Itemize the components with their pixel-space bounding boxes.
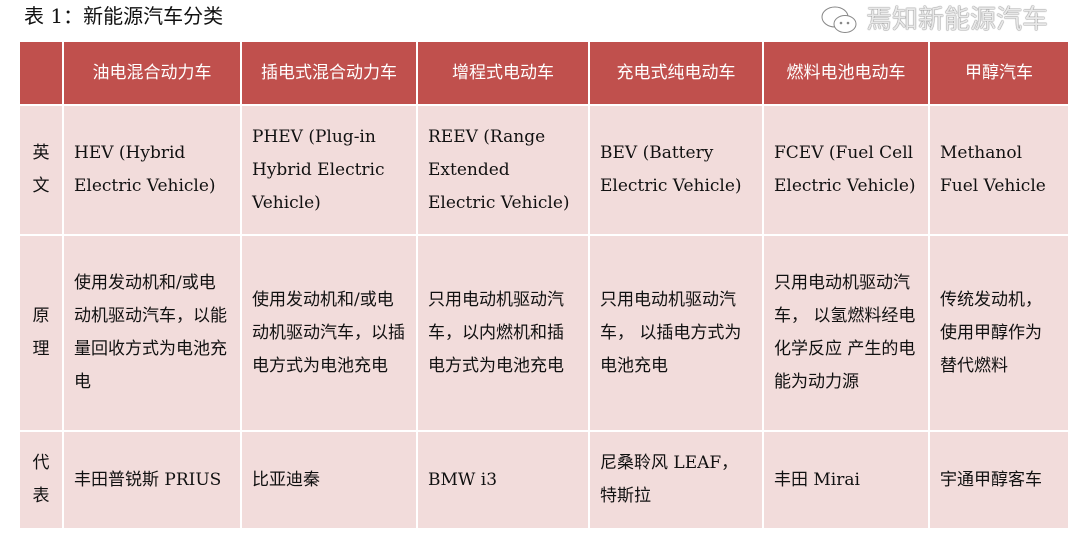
table-cell: BMW i3 [416,430,590,530]
table-cell: Methanol Fuel Vehicle [928,104,1070,236]
table-cell: 宇通甲醇客车 [928,430,1070,530]
table-cell: BEV (Battery Electric Vehicle) [588,104,764,236]
table-cell: PHEV (Plug-in Hybrid Electric Vehicle) [240,104,418,236]
table-row: 代 表 丰田普锐斯 PRIUS 比亚迪秦 BMW i3 尼桑聆风 LEAF，特斯… [18,430,1070,530]
table-cell: 尼桑聆风 LEAF，特斯拉 [588,430,764,530]
table-cell: 丰田 Mirai [762,430,930,530]
row-header: 代 表 [18,430,64,530]
table-cell: 只用电动机驱动汽车，以内燃机和插电方式为电池充电 [416,234,590,432]
table-cell: 使用发动机和/或电动机驱动汽车，以能量回收方式为电池充电 [62,234,242,432]
table-cell: FCEV (Fuel Cell Electric Vehicle) [762,104,930,236]
table-row: 原 理 使用发动机和/或电动机驱动汽车，以能量回收方式为电池充电 使用发动机和/… [18,234,1070,432]
table-title: 表 1：新能源汽车分类 [24,4,224,28]
table-cell: 丰田普锐斯 PRIUS [62,430,242,530]
table-cell: REEV (Range Extended Electric Vehicle) [416,104,590,236]
table-cell: 使用发动机和/或电动机驱动汽车，以插电方式为电池充电 [240,234,418,432]
table-cell: HEV (Hybrid Electric Vehicle) [62,104,242,236]
row-header: 英 文 [18,104,64,236]
header-cell: 增程式电动车 [416,40,590,106]
table-cell: 只用电动机驱动汽车， 以插电方式为电池充电 [588,234,764,432]
table-cell: 比亚迪秦 [240,430,418,530]
wechat-icon [821,6,857,33]
row-header: 原 理 [18,234,64,432]
watermark: 焉知新能源汽车 [820,2,1048,38]
table-cell: 传统发动机，使用甲醇作为替代燃料 [928,234,1070,432]
header-cell [18,40,64,106]
header-cell: 甲醇汽车 [928,40,1070,106]
header-cell: 充电式纯电动车 [588,40,764,106]
classification-table: 油电混合动力车 插电式混合动力车 增程式电动车 充电式纯电动车 燃料电池电动车 … [18,40,1070,530]
table-row: 英 文 HEV (Hybrid Electric Vehicle) PHEV (… [18,104,1070,236]
header-cell: 插电式混合动力车 [240,40,418,106]
header-cell: 燃料电池电动车 [762,40,930,106]
header-row: 油电混合动力车 插电式混合动力车 增程式电动车 充电式纯电动车 燃料电池电动车 … [18,40,1070,106]
header-cell: 油电混合动力车 [62,40,242,106]
watermark-text: 焉知新能源汽车 [866,5,1049,35]
table-cell: 只用电动机驱动汽车， 以氢燃料经电化学反应 产生的电能为动力源 [762,234,930,432]
